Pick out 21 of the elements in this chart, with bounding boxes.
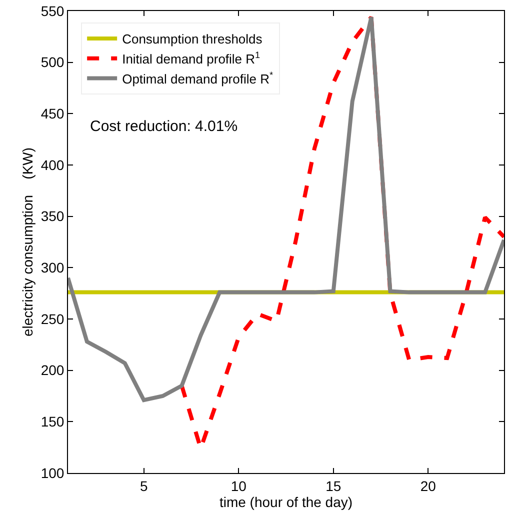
legend-label: Consumption thresholds	[122, 32, 263, 47]
y-tick-label: 400	[40, 156, 64, 173]
annotation: Cost reduction: 4.01%	[90, 118, 238, 135]
y-tick-label: 300	[40, 260, 64, 276]
y-tick-label: 550	[40, 2, 64, 19]
y-tick-label: 100	[40, 464, 64, 481]
line-series	[68, 15, 504, 402]
y-tick-label: 500	[40, 54, 64, 70]
y-axis-title: electricity consumption (KW)	[19, 147, 36, 337]
x-tick-label: 15	[326, 478, 342, 494]
y-tick-label: 150	[40, 414, 64, 430]
legend-label: Initial demand profile R$^{1}$	[122, 50, 260, 66]
x-tick-label: 20	[420, 478, 436, 494]
legend-label: Optimal demand profile R$^{*}$	[122, 70, 274, 86]
y-tick-label: 200	[40, 362, 64, 378]
x-tick-label: 5	[140, 478, 148, 494]
x-axis-title: time (hour of the day)	[219, 494, 353, 510]
x-tick-label: 10	[230, 478, 247, 494]
y-tick-label: 250	[40, 310, 64, 327]
y-tick-label: 450	[40, 106, 64, 122]
y-tick-label: 350	[40, 208, 64, 224]
